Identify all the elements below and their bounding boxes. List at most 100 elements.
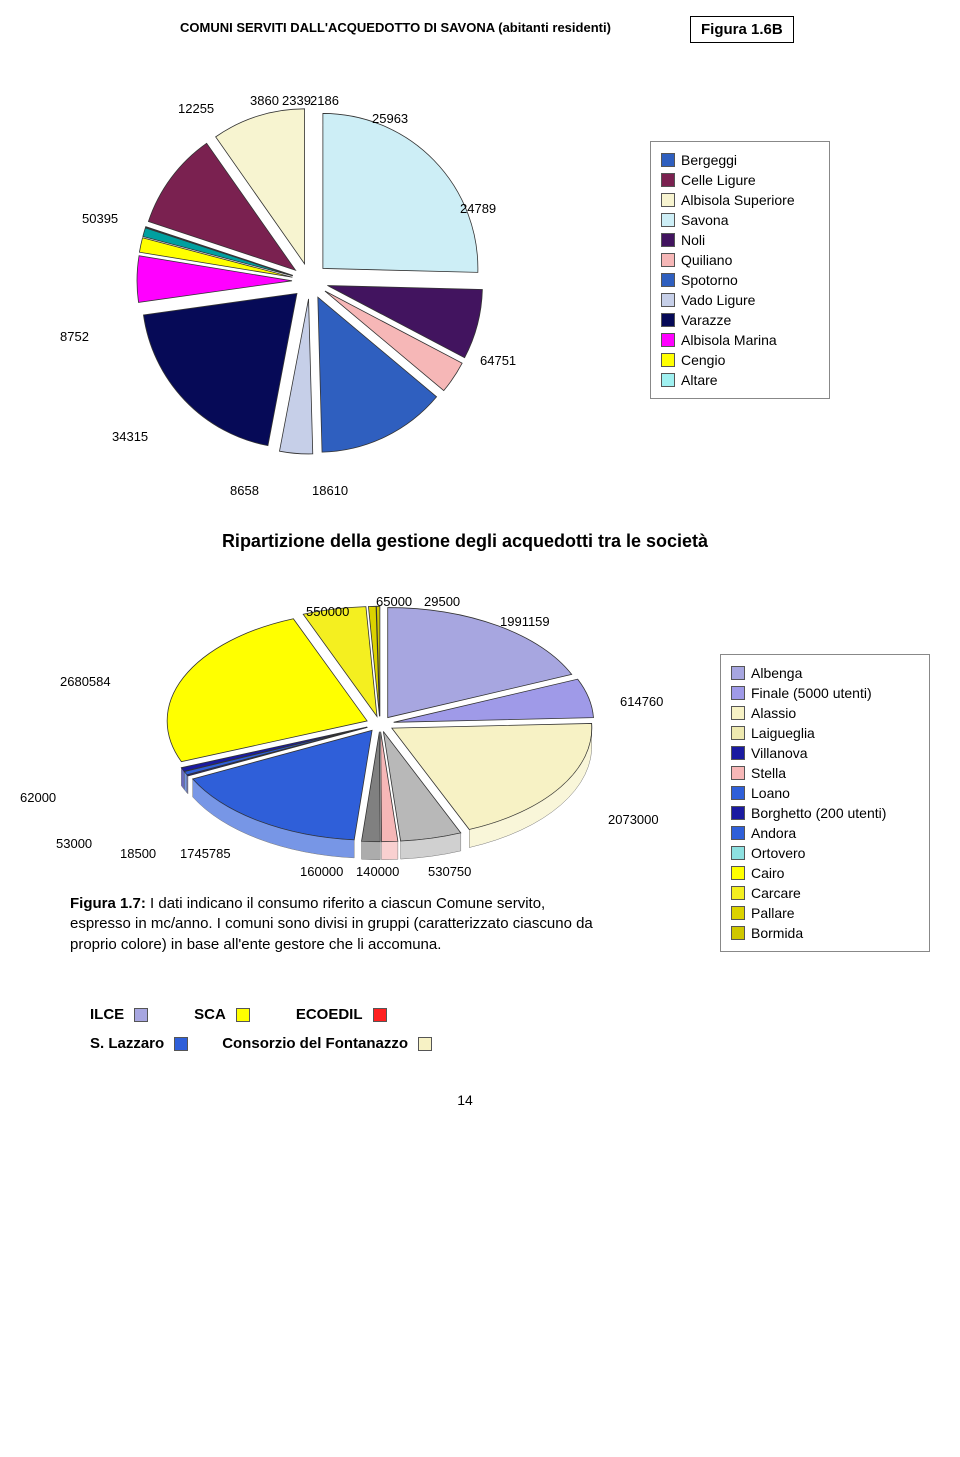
swatch-icon — [731, 826, 745, 840]
legend-item: Carcare — [731, 885, 919, 901]
group-legend-label: ILCE — [90, 1006, 124, 1023]
legend-item: Vado Ligure — [661, 292, 819, 308]
group-legend-1: ILCE SCA ECOEDIL — [90, 1006, 910, 1023]
data-label: 8658 — [230, 483, 259, 498]
legend-item: Stella — [731, 765, 919, 781]
swatch-icon — [661, 353, 675, 367]
group-legend-item: SCA — [194, 1006, 256, 1023]
legend-label: Albisola Marina — [681, 332, 777, 348]
legend-label: Alassio — [751, 705, 796, 721]
data-label: 18610 — [312, 483, 348, 498]
data-label: 24789 — [460, 201, 496, 216]
caption-2: Figura 1.7: I dati indicano il consumo r… — [70, 894, 610, 955]
swatch-icon — [661, 273, 675, 287]
figure-label-1: Figura 1.6B — [690, 16, 794, 43]
group-legend-label: Consorzio del Fontanazzo — [222, 1035, 408, 1052]
data-label: 25963 — [372, 111, 408, 126]
data-label: 1991159 — [500, 614, 550, 629]
swatch-icon — [661, 253, 675, 267]
legend-label: Carcare — [751, 885, 801, 901]
chart2-title: Ripartizione della gestione degli acqued… — [20, 531, 910, 552]
data-label: 12255 — [178, 101, 214, 116]
swatch-icon — [373, 1008, 387, 1022]
legend-item: Cengio — [661, 352, 819, 368]
data-label: 140000 — [356, 864, 399, 879]
legend-label: Bergeggi — [681, 152, 737, 168]
legend-item: Bormida — [731, 925, 919, 941]
group-legend-item: ILCE — [90, 1006, 154, 1023]
legend-item: Loano — [731, 785, 919, 801]
data-label: 3860 — [250, 93, 279, 108]
swatch-icon — [731, 746, 745, 760]
legend-item: Borghetto (200 utenti) — [731, 805, 919, 821]
legend-item: Cairo — [731, 865, 919, 881]
group-legend-label: ECOEDIL — [296, 1006, 363, 1023]
group-legend-label: S. Lazzaro — [90, 1035, 164, 1052]
legend-item: Spotorno — [661, 272, 819, 288]
swatch-icon — [731, 926, 745, 940]
data-label: 614760 — [620, 694, 663, 709]
legend-label: Spotorno — [681, 272, 738, 288]
data-label: 50395 — [82, 211, 118, 226]
chart2-area: 5500006500029500199115926805846147606200… — [20, 564, 910, 984]
legend-item: Celle Ligure — [661, 172, 819, 188]
swatch-icon — [661, 213, 675, 227]
legend-item: Pallare — [731, 905, 919, 921]
pie-chart-1 — [20, 41, 580, 501]
swatch-icon — [661, 313, 675, 327]
data-label: 18500 — [120, 846, 156, 861]
legend-label: Celle Ligure — [681, 172, 756, 188]
legend-label: Stella — [751, 765, 786, 781]
legend-label: Cengio — [681, 352, 725, 368]
legend-label: Andora — [751, 825, 796, 841]
swatch-icon — [731, 786, 745, 800]
data-label: 64751 — [480, 353, 516, 368]
swatch-icon — [661, 193, 675, 207]
legend-item: Altare — [661, 372, 819, 388]
chart1-area: 12255 386023392186 25963 24789 50395 8752 6475… — [20, 41, 910, 501]
legend-item: Bergeggi — [661, 152, 819, 168]
swatch-icon — [418, 1037, 432, 1051]
legend-item: Varazze — [661, 312, 819, 328]
legend-label: Varazze — [681, 312, 731, 328]
data-label: 53000 — [56, 836, 92, 851]
data-label: 2186 — [310, 93, 339, 108]
data-label: 2339 — [282, 93, 311, 108]
swatch-icon — [661, 153, 675, 167]
swatch-icon — [134, 1008, 148, 1022]
data-label: 62000 — [20, 790, 56, 805]
swatch-icon — [661, 173, 675, 187]
swatch-icon — [661, 373, 675, 387]
swatch-icon — [731, 706, 745, 720]
swatch-icon — [731, 846, 745, 860]
data-label: 160000 — [300, 864, 343, 879]
legend-2: Albenga Finale (5000 utenti) Alassio Laigue… — [720, 654, 930, 952]
legend-item: Quiliano — [661, 252, 819, 268]
group-legend-item: S. Lazzaro — [90, 1035, 194, 1052]
legend-item: Albisola Superiore — [661, 192, 819, 208]
swatch-icon — [661, 233, 675, 247]
legend-label: Albisola Superiore — [681, 192, 795, 208]
legend-label: Bormida — [751, 925, 803, 941]
group-legend-item: ECOEDIL — [296, 1006, 393, 1023]
caption-text: I dati indicano il consumo riferito a ci… — [70, 895, 593, 953]
legend-label: Finale (5000 utenti) — [751, 685, 872, 701]
legend-label: Borghetto (200 utenti) — [751, 805, 886, 821]
legend-label: Villanova — [751, 745, 808, 761]
legend-label: Quiliano — [681, 252, 732, 268]
legend-item: Andora — [731, 825, 919, 841]
data-label: 8752 — [60, 329, 89, 344]
legend-label: Laigueglia — [751, 725, 815, 741]
page-number: 14 — [20, 1092, 910, 1108]
legend-label: Noli — [681, 232, 705, 248]
swatch-icon — [661, 293, 675, 307]
swatch-icon — [731, 766, 745, 780]
data-label: 1745785 — [180, 846, 231, 861]
legend-label: Ortovero — [751, 845, 805, 861]
chart1-title: COMUNI SERVITI DALL'ACQUEDOTTO DI SAVONA… — [180, 20, 910, 35]
group-legend-2: S. Lazzaro Consorzio del Fontanazzo — [90, 1035, 910, 1052]
swatch-icon — [661, 333, 675, 347]
legend-label: Albenga — [751, 665, 802, 681]
legend-item: Villanova — [731, 745, 919, 761]
legend-item: Albenga — [731, 665, 919, 681]
